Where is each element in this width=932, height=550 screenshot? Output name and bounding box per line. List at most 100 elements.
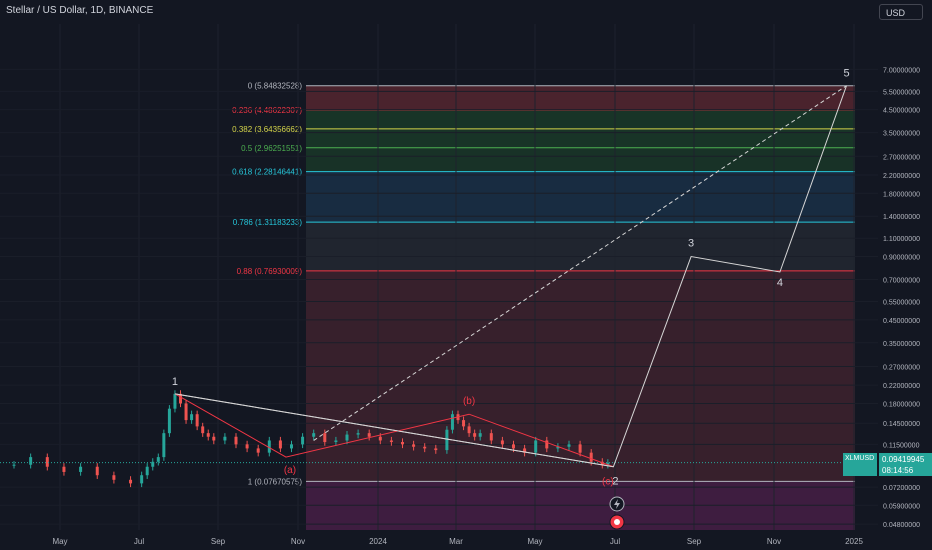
x-tick-label: 2024 — [369, 537, 387, 546]
x-tick-label: Nov — [291, 537, 305, 546]
candle-body — [445, 429, 449, 451]
fibonacci-retracement[interactable]: 0 (5.84832528) 0.236 (4.48622307) 0.382 (3… — [232, 82, 855, 530]
wave-label-5: 5 — [843, 68, 849, 80]
candle-body — [256, 448, 260, 453]
candle-body — [29, 457, 33, 465]
y-tick-label: 0.55000000 — [883, 300, 920, 307]
candle-body — [212, 436, 216, 441]
wave-drawings[interactable] — [174, 85, 847, 468]
wave-label-2: 2 — [612, 476, 618, 488]
wave-label-4: 4 — [777, 277, 783, 289]
y-tick-label: 0.11500000 — [883, 442, 920, 449]
candle-body — [206, 433, 210, 437]
lightning-icon — [614, 499, 620, 509]
candle-body — [512, 444, 515, 449]
candle-body — [401, 442, 404, 445]
symbol-tag: XLMUSD — [843, 453, 877, 476]
x-tick-label: 2025 — [845, 537, 863, 546]
bar-countdown: 08:14:56 — [882, 466, 914, 475]
candle-body — [190, 414, 194, 421]
candle-body — [367, 433, 371, 437]
sub-wave-label: (a) — [284, 465, 296, 476]
fib-band-3 — [306, 147, 855, 172]
fib-band-0 — [306, 85, 855, 110]
y-tick-label: 0.04800000 — [883, 522, 920, 529]
fib-label-0.382: 0.382 (3.64356662) — [232, 125, 302, 134]
candle-body — [62, 466, 66, 472]
y-tick-label: 0.07200000 — [883, 485, 920, 492]
elliott-wave-line[interactable] — [174, 85, 847, 468]
candle-body — [301, 436, 305, 445]
candle-body — [129, 479, 133, 484]
fib-label-0.5: 0.5 (2.96251551) — [241, 144, 302, 153]
fib-label-0.236: 0.236 (4.48622307) — [232, 106, 302, 115]
y-tick-label: 0.45000000 — [883, 318, 920, 325]
candle-body — [12, 464, 16, 466]
x-tick-label: Jul — [134, 537, 144, 546]
candle-body — [478, 433, 482, 437]
candle-body — [156, 457, 160, 462]
sub-wave-label: (b) — [463, 396, 475, 407]
candle-body — [462, 420, 466, 427]
fib-band-1 — [306, 109, 855, 129]
candle-body — [450, 414, 454, 430]
candle-body — [356, 433, 360, 435]
earnings-dot-icon — [614, 519, 620, 525]
y-tick-label: 3.50000000 — [883, 131, 920, 138]
price-series — [0, 390, 878, 488]
candle-body — [334, 440, 338, 443]
candle-body — [167, 408, 171, 434]
y-tick-label: 0.05900000 — [883, 503, 920, 510]
candle-body — [45, 457, 49, 467]
currency-button[interactable]: USD — [879, 4, 923, 20]
y-tick-label: 0.18000000 — [883, 401, 920, 408]
event-markers[interactable] — [609, 496, 625, 530]
candle-body — [389, 440, 393, 443]
x-tick-label: Sep — [211, 537, 226, 546]
abc-wave-line[interactable] — [174, 393, 614, 468]
candle-body — [606, 462, 610, 465]
chart-title: Stellar / US Dollar, 1D, BINANCE — [6, 5, 154, 16]
candle-body — [195, 414, 199, 427]
candle-body — [278, 440, 282, 449]
candle-body — [434, 448, 438, 451]
y-tick-label: 4.50000000 — [883, 108, 920, 115]
candle-body — [467, 426, 471, 434]
candle-body — [179, 393, 182, 404]
candle-body — [534, 440, 538, 453]
candle-body — [162, 433, 166, 458]
fib-band-2 — [306, 128, 855, 148]
wave-label-3: 3 — [688, 238, 694, 250]
sub-wave-label: (c) — [602, 477, 614, 488]
candle-body — [556, 446, 560, 449]
wave-label-1: 1 — [172, 376, 178, 388]
fib-label-0.786: 0.786 (1.31183233) — [233, 218, 303, 227]
y-tick-label: 5.50000000 — [883, 89, 920, 96]
candle-body — [184, 403, 188, 421]
candle-body — [489, 433, 493, 441]
candle-body — [201, 426, 205, 434]
candle-body — [267, 440, 271, 453]
fib-label-1: 1 (0.07670575) — [248, 477, 303, 486]
candle-body — [112, 475, 116, 480]
candle-body — [545, 440, 549, 449]
fib-label-0.88: 0.88 (0.76930009) — [237, 267, 303, 276]
target-dashed-line[interactable] — [313, 85, 847, 441]
candle-body — [600, 461, 604, 465]
candle-body — [245, 444, 249, 449]
y-tick-label: 0.22000000 — [883, 383, 920, 390]
y-tick-label: 1.10000000 — [883, 236, 920, 243]
candle-body — [234, 436, 238, 445]
y-tick-label: 0.27000000 — [883, 364, 920, 371]
fib-label-0: 0 (5.84832528) — [248, 82, 303, 91]
time-axis[interactable]: May Jul Sep Nov 2024 Mar May Jul Sep Nov 2025 — [52, 537, 863, 546]
y-tick-label: 0.70000000 — [883, 277, 920, 284]
candle-body — [423, 446, 427, 449]
candle-body — [589, 452, 593, 462]
fib-band-4 — [306, 171, 855, 223]
candle-body — [290, 444, 293, 449]
candle-body — [151, 461, 155, 467]
candle-body — [578, 444, 582, 453]
fib-label-0.618: 0.618 (2.28146441) — [232, 168, 302, 177]
